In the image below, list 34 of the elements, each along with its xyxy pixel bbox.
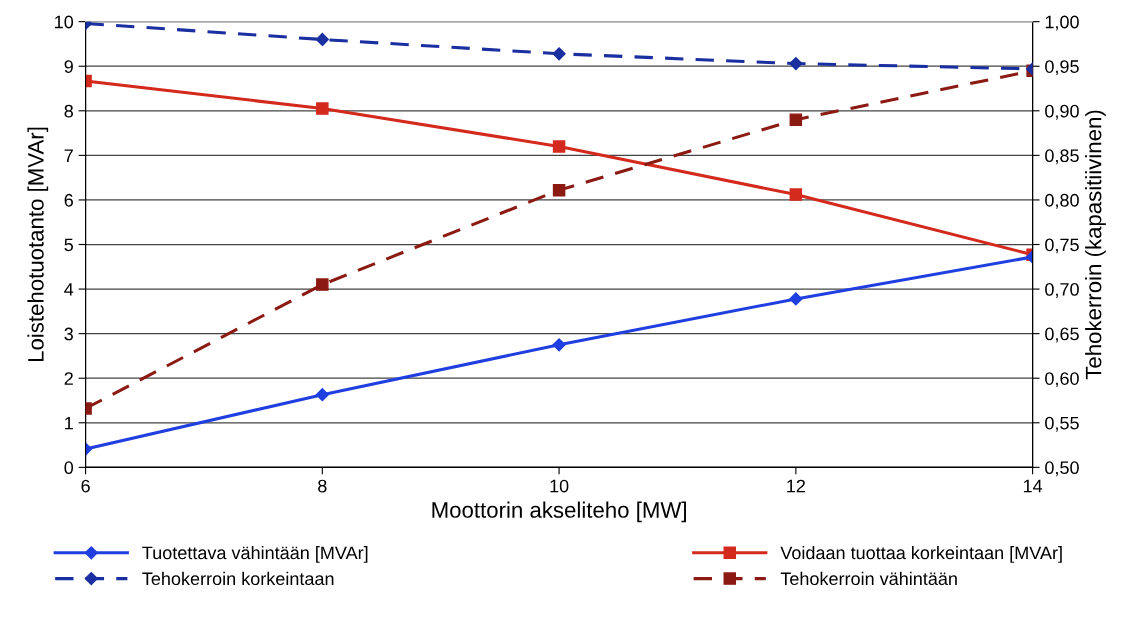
y-tick-label: 5	[64, 238, 74, 252]
y2-tick-label: 0,55	[1045, 416, 1079, 432]
y2-tick-label: 0,60	[1045, 372, 1079, 388]
y2-tick-label: 0,75	[1045, 238, 1079, 254]
legend-label: Voidaan tuottaa korkeintaan [MVAr]	[780, 545, 1062, 563]
y-tick-label: 8	[64, 104, 73, 118]
y-tick-label: 6	[64, 193, 73, 207]
x-tick-label: 12	[787, 479, 805, 493]
y2-axis-title: Tehokerroin (kapasitiivinen)	[1085, 110, 1106, 380]
y2-tick-label: 0,85	[1045, 149, 1079, 165]
x-tick-label: 8	[318, 479, 327, 493]
y-tick-label: 10	[55, 15, 74, 29]
y-tick-label: 1	[65, 416, 73, 430]
y2-tick-label: 0,95	[1045, 60, 1079, 76]
y-tick-label: 4	[64, 283, 74, 296]
y2-tick-label: 0,90	[1045, 104, 1079, 120]
x-tick-label: 14	[1023, 479, 1043, 493]
legend-label: Tehokerroin korkeintaan	[142, 571, 334, 586]
x-tick-label: 10	[550, 479, 569, 493]
y2-tick-label: 0,50	[1045, 461, 1079, 477]
y2-tick-label: 0,70	[1045, 283, 1079, 298]
y-tick-label: 7	[64, 149, 73, 162]
y2-tick-label: 1,00	[1045, 15, 1079, 31]
legend-label: Tehokerroin vähintään	[780, 571, 957, 586]
y-tick-label: 9	[64, 60, 73, 73]
y2-tick-label: 0,80	[1045, 193, 1079, 209]
y-tick-label: 2	[64, 372, 73, 385]
x-axis-title: Moottorin akseliteho [MW]	[432, 501, 686, 523]
y2-tick-label: 0,65	[1045, 327, 1079, 343]
y-tick-label: 0	[64, 461, 74, 475]
y-tick-label: 3	[64, 327, 73, 341]
legend-label: Tuotettava vähintään [MVAr]	[142, 545, 368, 563]
y-axis-title: Loistehotuotanto [MVAr]	[27, 127, 49, 362]
x-tick-label: 6	[81, 479, 90, 493]
